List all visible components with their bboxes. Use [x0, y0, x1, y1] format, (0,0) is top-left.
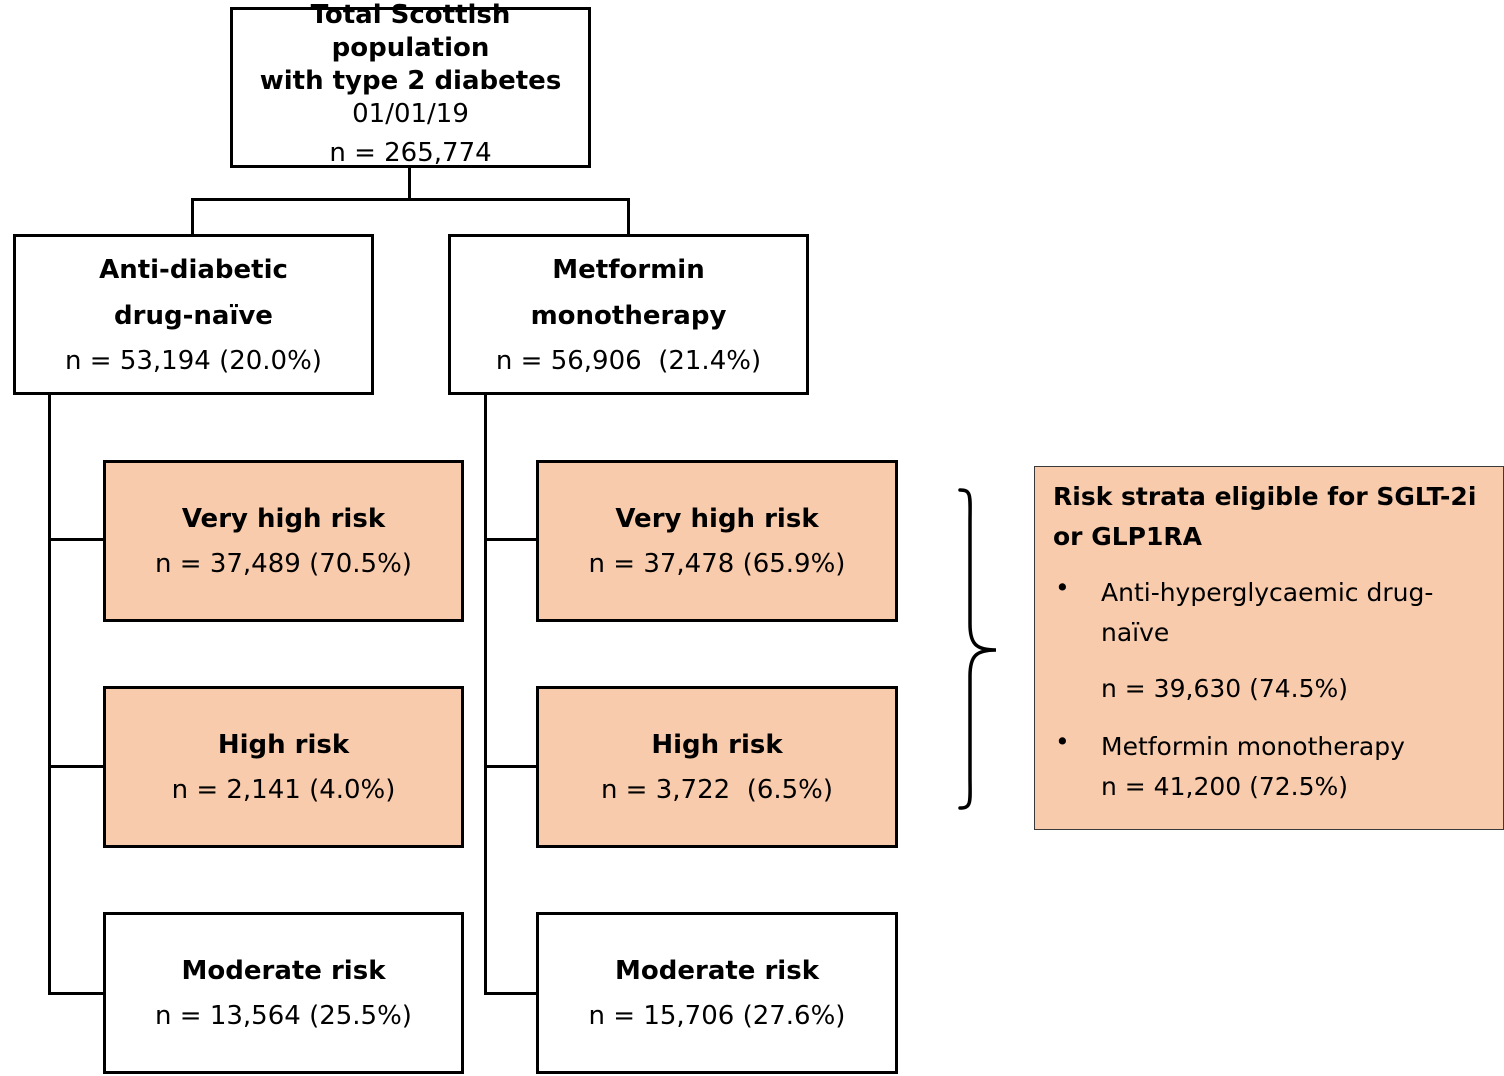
connector-left-spine: [48, 394, 51, 995]
stratum-box-drug-naive-very-high-risk: Very high risk n = 37,489 (70.5%): [103, 460, 464, 622]
branch-box-metformin: Metformin monotherapy n = 56,906 (21.4%): [448, 234, 809, 395]
bullet-icon: •: [1055, 727, 1070, 756]
branch-title-line2: drug-naïve: [114, 300, 273, 331]
stratum-count: n = 37,489 (70.5%): [155, 549, 412, 579]
stratum-box-metformin-moderate-risk: Moderate risk n = 15,706 (27.6%): [536, 912, 898, 1074]
root-date: 01/01/19: [352, 99, 469, 129]
branch-title-line1: Anti-diabetic: [99, 254, 288, 285]
stratum-label: High risk: [217, 730, 350, 760]
stratum-count: n = 15,706 (27.6%): [588, 1001, 846, 1031]
connector-right-tick-high: [484, 765, 538, 768]
root-count: n = 265,774: [329, 138, 492, 168]
root-title-line1: Total Scottish population: [310, 0, 511, 63]
curly-brace-icon: [958, 488, 997, 810]
connector-root-stem: [408, 167, 411, 200]
stratum-label: Moderate risk: [615, 956, 819, 986]
legend-item-count: n = 41,200 (72.5%): [1101, 772, 1349, 801]
legend-title: Risk strata eligible for SGLT-2i or GLP1…: [1053, 482, 1477, 551]
connector-left-tick-moderate: [48, 992, 105, 995]
legend-list: • Anti-hyperglycaemic drug-naïve n = 39,…: [1053, 573, 1485, 807]
connector-right-tick-very-high: [484, 538, 538, 541]
root-population-box: Total Scottish population with type 2 di…: [230, 0, 591, 168]
stratum-label: Very high risk: [615, 504, 819, 534]
stratum-label: Very high risk: [181, 504, 386, 534]
branch-title-line2: monotherapy: [530, 300, 727, 331]
branch-title-line1: Metformin: [552, 254, 705, 285]
stratum-count: n = 2,141 (4.0%): [171, 775, 396, 805]
connector-left-tick-very-high: [48, 538, 105, 541]
stratum-box-metformin-very-high-risk: Very high risk n = 37,478 (65.9%): [536, 460, 898, 622]
stratum-count: n = 3,722 (6.5%): [600, 775, 834, 805]
connector-right-spine: [484, 394, 487, 995]
eligible-strata-legend: Risk strata eligible for SGLT-2i or GLP1…: [1034, 466, 1504, 830]
stratum-count: n = 37,478 (65.9%): [588, 549, 846, 579]
root-title-line2: with type 2 diabetes: [259, 66, 562, 96]
connector-root-bar: [191, 198, 630, 201]
legend-item-count: n = 39,630 (74.5%): [1101, 674, 1349, 703]
connector-right-tick-moderate: [484, 992, 538, 995]
stratum-box-drug-naive-moderate-risk: Moderate risk n = 13,564 (25.5%): [103, 912, 464, 1074]
bullet-icon: •: [1055, 573, 1070, 602]
stratum-box-drug-naive-high-risk: High risk n = 2,141 (4.0%): [103, 686, 464, 848]
connector-left-drop: [191, 198, 194, 235]
stratum-count: n = 13,564 (25.5%): [155, 1001, 412, 1031]
legend-item: • Anti-hyperglycaemic drug-naïve n = 39,…: [1053, 573, 1485, 709]
legend-item: • Metformin monotherapy n = 41,200 (72.5…: [1053, 727, 1485, 807]
connector-right-drop: [627, 198, 630, 235]
stratum-label: High risk: [651, 730, 783, 760]
branch-count: n = 56,906 (21.4%): [495, 345, 762, 376]
legend-item-label: Metformin monotherapy: [1101, 732, 1405, 761]
branch-count: n = 53,194 (20.0%): [65, 345, 322, 376]
branch-box-drug-naive: Anti-diabetic drug-naïve n = 53,194 (20.…: [13, 234, 374, 395]
connector-left-tick-high: [48, 765, 105, 768]
stratum-label: Moderate risk: [181, 956, 386, 986]
stratum-box-metformin-high-risk: High risk n = 3,722 (6.5%): [536, 686, 898, 848]
legend-item-label: Anti-hyperglycaemic drug-naïve: [1101, 578, 1434, 647]
